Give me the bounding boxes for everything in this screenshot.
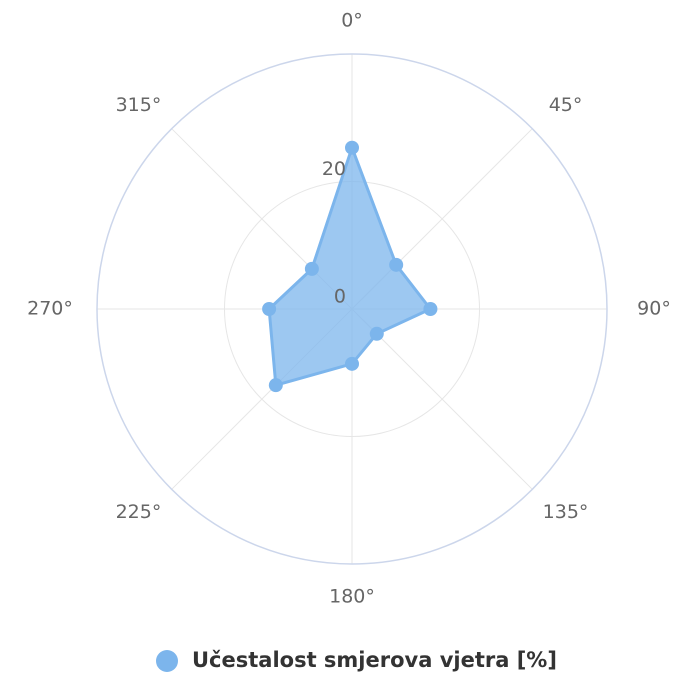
angle-label: 90° [637,298,671,320]
angle-label: 135° [543,501,589,523]
radial-tick-label: 20 [322,158,346,180]
angle-label: 180° [329,586,375,608]
angle-label: 225° [116,501,162,523]
legend-symbol [156,650,178,672]
angle-label: 45° [549,94,583,116]
point [345,140,359,155]
point [345,356,359,371]
legend-label: Učestalost smjerova vjetra [%] [192,648,557,672]
area [267,146,432,387]
angle-label: 315° [116,94,162,116]
point [304,261,319,276]
point [262,302,277,316]
radial-tick-label: 0 [334,286,346,308]
point [369,326,384,341]
point [268,378,283,393]
point [389,257,404,272]
outer-circle [96,53,608,565]
point [423,302,438,316]
angle-label: 0° [341,10,363,32]
angle-label: 270° [27,298,73,320]
